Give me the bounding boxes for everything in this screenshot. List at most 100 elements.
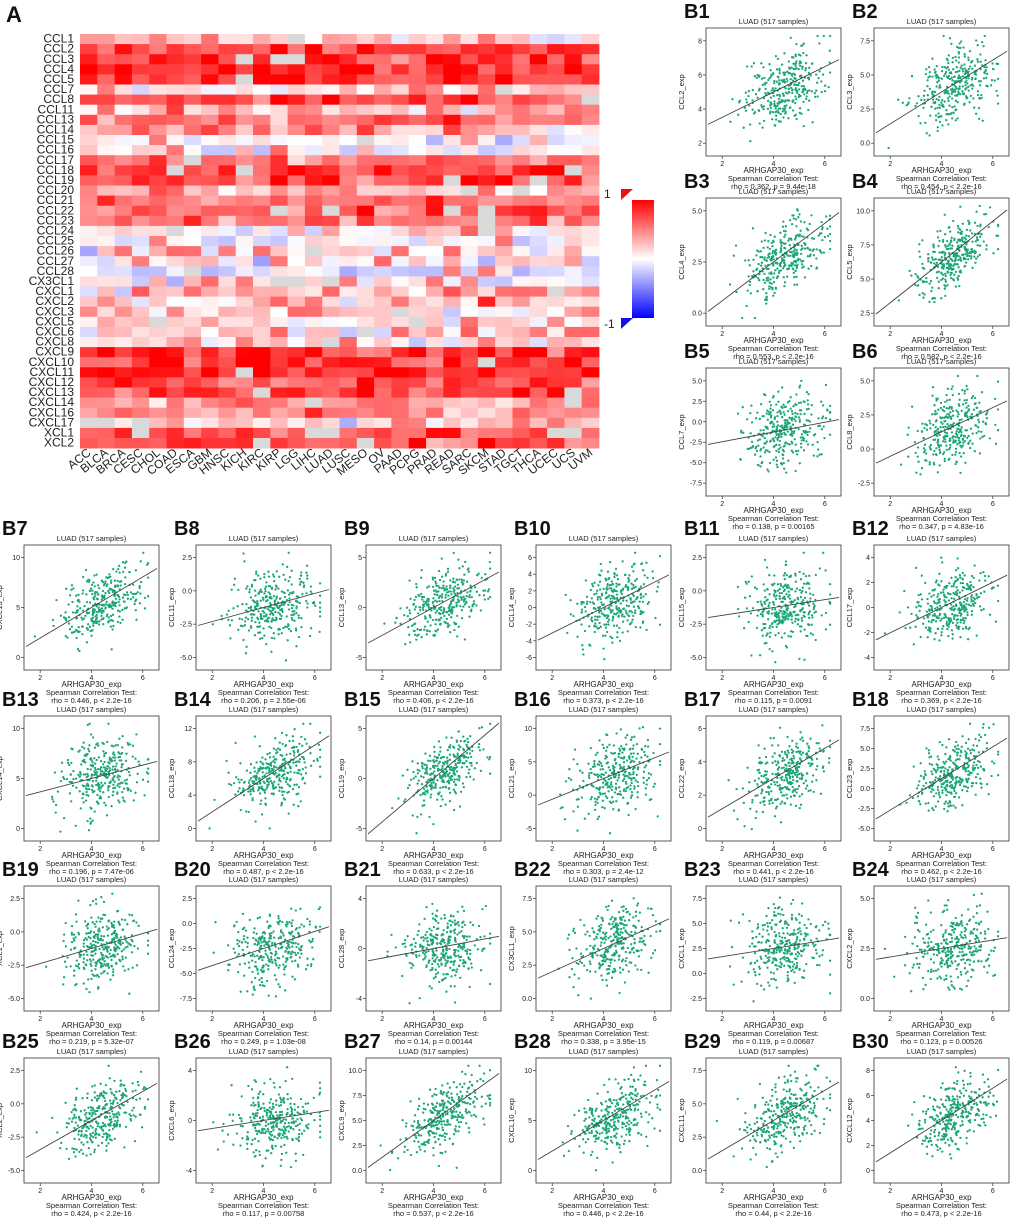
scatter-point: [278, 628, 281, 631]
scatter-point: [799, 412, 802, 416]
heatmap-cell: [408, 256, 427, 267]
scatter-point: [253, 613, 256, 616]
scatter-point: [750, 654, 753, 657]
scatter-point: [816, 455, 819, 458]
heatmap-cell: [529, 417, 548, 429]
scatter-point: [948, 95, 951, 98]
heatmap-cell: [391, 417, 410, 429]
scatter-point: [774, 436, 777, 439]
heatmap-cell: [339, 104, 358, 116]
scatter-point: [272, 595, 276, 598]
scatter-point: [581, 644, 584, 647]
scatter-point: [969, 65, 972, 68]
heatmap-cell: [529, 104, 548, 116]
scatter-point: [965, 234, 968, 237]
heatmap-cell: [529, 165, 548, 176]
heatmap-cell: [426, 94, 444, 106]
heatmap-cell: [235, 407, 254, 419]
scatter-point: [456, 614, 459, 618]
heatmap-cell: [166, 225, 185, 237]
scatter-point: [760, 629, 764, 632]
scatter-point: [91, 610, 94, 613]
scatter-point: [318, 610, 322, 613]
heatmap-cell: [443, 34, 461, 45]
heatmap-cell: [322, 54, 340, 65]
scatter-point: [973, 450, 976, 453]
scatter-point: [783, 595, 786, 598]
heatmap-cell: [253, 94, 271, 106]
scatter-point: [815, 248, 818, 251]
scatter-point: [933, 404, 936, 407]
scatter-point: [606, 570, 610, 573]
heatmap-cell: [443, 84, 461, 95]
heatmap-cell: [408, 407, 427, 419]
scatter-point: [268, 613, 272, 616]
heatmap-cell: [356, 296, 375, 308]
scatter-point: [463, 573, 466, 576]
heatmap-cell: [287, 387, 306, 398]
scatter-point: [768, 593, 771, 596]
heatmap-cell: [253, 377, 271, 388]
heatmap-cell: [512, 387, 531, 398]
scatter-point: [794, 101, 797, 105]
scatter-point: [783, 255, 786, 259]
scatter-point: [275, 617, 278, 621]
scatter-point: [944, 400, 947, 404]
heatmap-row-label: CCL17: [37, 153, 75, 167]
scatter-point: [644, 593, 647, 596]
scatter-point: [775, 114, 778, 117]
heatmap-cell: [339, 155, 358, 166]
scatter-point: [938, 258, 942, 261]
scatter-point: [822, 251, 826, 254]
scatter-point: [780, 433, 783, 436]
heatmap-cell: [391, 124, 410, 136]
scatter-point: [777, 120, 781, 123]
heatmap-cell: [460, 306, 479, 318]
heatmap-cell: [512, 397, 531, 409]
heatmap-cell: [460, 34, 479, 45]
heatmap-cell: [235, 195, 254, 207]
heatmap-cell: [564, 74, 583, 85]
scatter-point: [806, 76, 810, 80]
scatter-point: [422, 600, 425, 603]
scatter-point: [781, 225, 785, 228]
heatmap-cell: [253, 236, 271, 247]
heatmap-cell: [287, 205, 306, 217]
scatter-point: [792, 271, 795, 275]
scatter-point: [453, 585, 457, 588]
scatter-point: [944, 285, 947, 288]
scatter-point: [780, 606, 783, 609]
heatmap-cell: [149, 44, 167, 55]
heatmap-cell: [426, 104, 444, 116]
scatter-point: [950, 42, 953, 46]
scatter-point: [960, 409, 963, 412]
scatter-point: [313, 602, 316, 605]
scatter-point: [917, 114, 920, 118]
scatter-point: [787, 117, 790, 120]
scatter-point: [928, 282, 931, 285]
heatmap-cell: [253, 54, 271, 65]
scatter-point: [961, 68, 964, 71]
scatter-point: [249, 624, 253, 628]
scatter-point: [808, 574, 811, 577]
heatmap-cell: [201, 397, 219, 409]
heatmap-row-label: XCL2: [44, 436, 74, 450]
heatmap-cell: [339, 135, 358, 146]
scatter-point: [254, 594, 257, 597]
heatmap-cell: [201, 34, 219, 45]
heatmap-row-label: CCL19: [37, 173, 75, 187]
scatter-point: [940, 417, 943, 420]
scatter-point: [784, 442, 787, 445]
scatter-point: [943, 459, 946, 463]
heatmap-cell: [477, 276, 496, 287]
heatmap-cell: [322, 276, 340, 287]
scatter-point: [937, 287, 940, 290]
heatmap-cell: [477, 74, 496, 85]
scatter-point: [779, 247, 783, 250]
scatter-point: [633, 611, 637, 615]
heatmap-cell: [80, 155, 98, 166]
scatter-point: [925, 428, 929, 431]
heatmap-cell: [495, 337, 513, 348]
scatter-point: [460, 609, 464, 612]
heatmap-cell: [97, 266, 115, 277]
